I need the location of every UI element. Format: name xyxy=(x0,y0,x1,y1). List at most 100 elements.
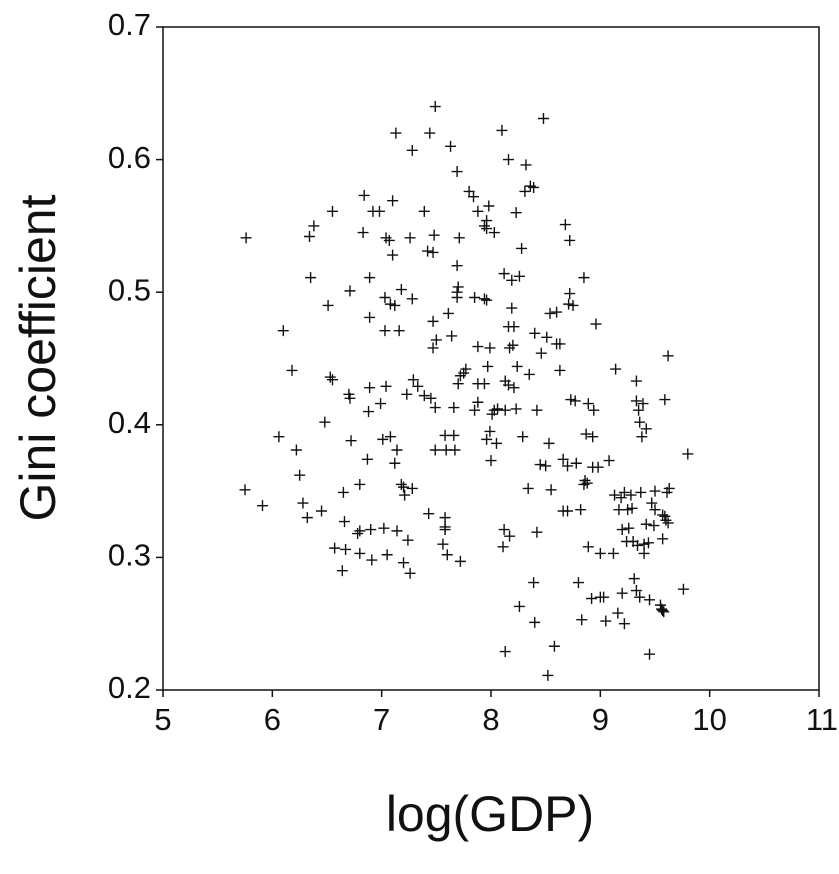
scatter-point xyxy=(534,459,546,471)
scatter-point xyxy=(472,205,484,217)
scatter-point xyxy=(442,307,454,319)
scatter-point xyxy=(682,448,694,460)
scatter-point xyxy=(519,185,531,197)
scatter-point xyxy=(540,460,552,472)
scatter-point xyxy=(513,600,525,612)
scatter-point xyxy=(637,398,649,410)
scatter-point xyxy=(557,453,569,465)
scatter-point xyxy=(452,281,464,293)
scatter-point xyxy=(294,469,306,481)
x-tick-label: 8 xyxy=(482,702,499,737)
scatter-point xyxy=(632,539,644,551)
x-tick-label: 11 xyxy=(806,702,838,737)
scatter-point xyxy=(326,374,338,386)
scatter-point xyxy=(391,444,403,456)
scatter-point xyxy=(404,232,416,244)
scatter-point xyxy=(389,299,401,311)
scatter-point xyxy=(662,517,674,529)
scatter-point xyxy=(541,331,553,343)
scatter-point xyxy=(468,191,480,203)
x-axis-title: log(GDP) xyxy=(386,786,594,842)
scatter-point xyxy=(587,431,599,443)
scatter-point xyxy=(472,341,484,353)
scatter-point xyxy=(634,591,646,603)
scatter-point xyxy=(481,294,493,306)
scatter-point xyxy=(463,185,475,197)
scatter-point xyxy=(389,457,401,469)
scatter-point xyxy=(363,406,375,418)
scatter-point xyxy=(520,159,532,171)
scatter-point xyxy=(562,505,574,517)
scatter-point xyxy=(554,364,566,376)
scatter-point xyxy=(316,505,328,517)
scatter-point xyxy=(373,205,385,217)
scatter-point xyxy=(529,616,541,628)
scatter-point xyxy=(418,205,430,217)
scatter-point xyxy=(588,404,600,416)
scatter-point xyxy=(481,433,493,445)
scatter-point xyxy=(354,525,366,537)
scatter-point xyxy=(357,227,369,239)
x-tick-label: 9 xyxy=(592,702,609,737)
scatter-point xyxy=(640,423,652,435)
scatter-point xyxy=(469,404,481,416)
scatter-point xyxy=(657,604,669,616)
scatter-point xyxy=(516,242,528,254)
scatter-point xyxy=(301,512,313,524)
scatter-point xyxy=(451,286,463,298)
scatter-point xyxy=(543,437,555,449)
scatter-point xyxy=(451,166,463,178)
scatter-point xyxy=(423,508,435,520)
scatter-point xyxy=(618,486,630,498)
scatter-point xyxy=(377,433,389,445)
scatter-point xyxy=(322,299,334,311)
scatter-point xyxy=(594,547,606,559)
scatter-point xyxy=(508,382,520,394)
scatter-point xyxy=(256,500,268,512)
scatter-point xyxy=(634,416,646,428)
scatter-point xyxy=(364,311,376,323)
scatter-point xyxy=(399,489,411,501)
scatter-point xyxy=(340,543,352,555)
scatter-point xyxy=(352,528,364,540)
scatter-point xyxy=(366,554,378,566)
y-tick-label: 0.7 xyxy=(108,7,151,42)
scatter-point xyxy=(579,474,591,486)
scatter-point xyxy=(544,307,556,319)
scatter-point xyxy=(437,538,449,550)
scatter-point xyxy=(375,398,387,410)
y-tick-label: 0.4 xyxy=(108,405,151,440)
scatter-point xyxy=(563,298,575,310)
scatter-point xyxy=(395,284,407,296)
scatter-point xyxy=(633,404,645,416)
scatter-point xyxy=(428,229,440,241)
scatter-point xyxy=(578,272,590,284)
scatter-point xyxy=(448,402,460,414)
scatter-point xyxy=(535,347,547,359)
scatter-point xyxy=(517,431,529,443)
scatter-point xyxy=(390,127,402,139)
scatter-point xyxy=(472,396,484,408)
scatter-point xyxy=(575,504,587,516)
scatter-point xyxy=(640,518,652,530)
scatter-point xyxy=(531,404,543,416)
scatter-point xyxy=(607,547,619,559)
scatter-point xyxy=(365,524,377,536)
scatter-point xyxy=(319,416,331,428)
y-tick-label: 0.6 xyxy=(108,140,151,175)
scatter-point xyxy=(378,522,390,534)
scatter-point xyxy=(510,207,522,219)
scatter-point xyxy=(439,512,451,524)
scatter-point xyxy=(427,246,439,258)
scatter-point xyxy=(354,547,366,559)
scatter-point xyxy=(648,520,660,532)
scatter-point xyxy=(502,154,514,166)
scatter-point xyxy=(469,292,481,304)
scatter-point xyxy=(354,478,366,490)
scatter-point xyxy=(344,285,356,297)
scatter-point xyxy=(391,525,403,537)
scatter-point xyxy=(239,484,251,496)
plot-frame xyxy=(162,26,820,691)
scatter-point xyxy=(344,392,356,404)
scatter-point xyxy=(522,482,534,494)
